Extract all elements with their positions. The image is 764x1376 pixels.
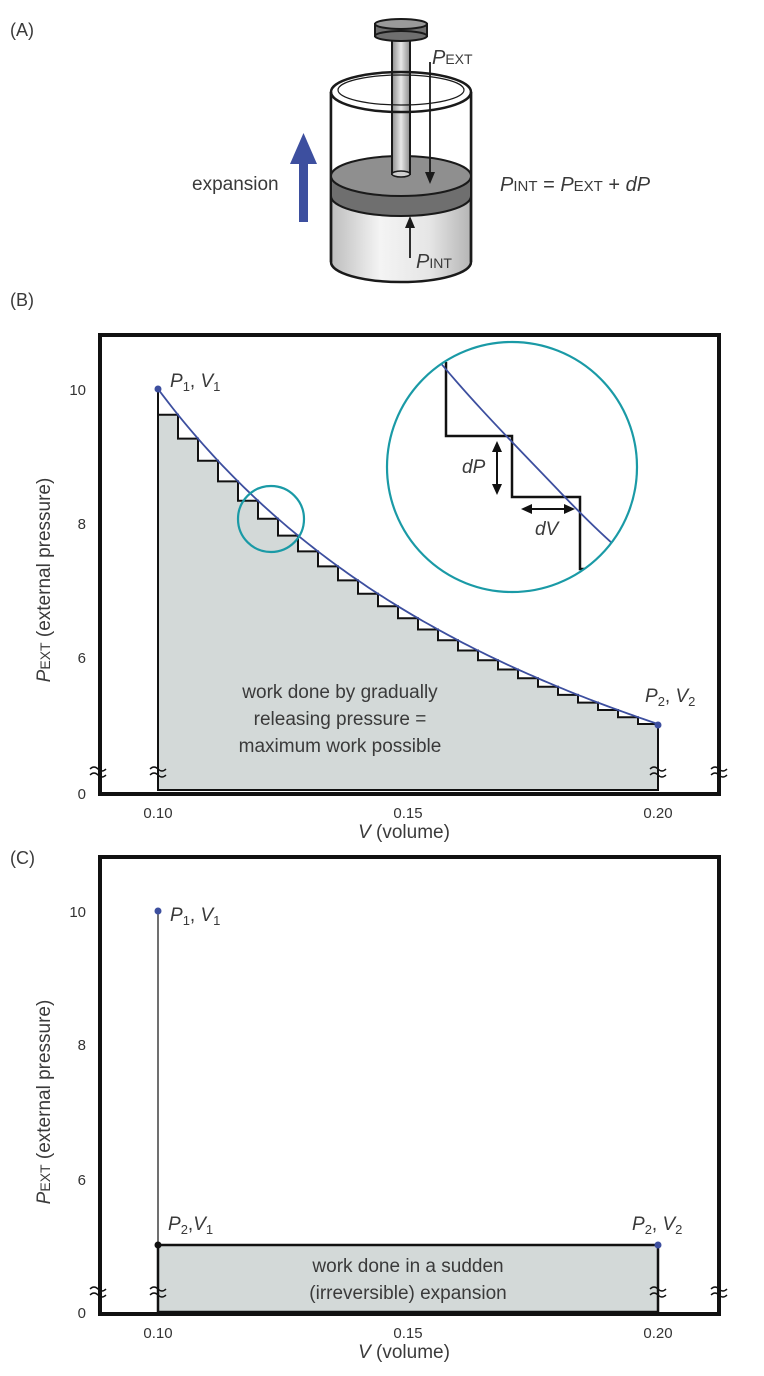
inset-steps bbox=[444, 362, 637, 571]
expansion-arrow-icon bbox=[290, 133, 317, 222]
work-text-c-line2: (irreversible) expansion bbox=[309, 1283, 506, 1304]
piston-cylinder-illustration bbox=[329, 18, 473, 284]
b-ytick-8: 8 bbox=[78, 516, 86, 533]
work-text-b-line3: maximum work possible bbox=[239, 736, 442, 757]
inset-curve bbox=[429, 349, 637, 592]
inset-dp-label: dP bbox=[462, 457, 486, 478]
pint-label: PINT bbox=[416, 251, 452, 273]
panel-b-label: (B) bbox=[10, 290, 34, 310]
b-xlabel: V (volume) bbox=[358, 822, 450, 843]
c-ytick-10: 10 bbox=[69, 904, 86, 921]
work-area-sudden bbox=[156, 1243, 660, 1314]
work-text-b-line1: work done by gradually bbox=[241, 682, 438, 703]
pext-label: PEXT bbox=[432, 47, 473, 69]
c-xtick-015: 0.15 bbox=[393, 1325, 422, 1342]
point-p1-v1 bbox=[154, 385, 162, 393]
c-xtick-020: 0.20 bbox=[643, 1325, 672, 1342]
zoom-circle-small bbox=[236, 484, 306, 554]
p1-v1-label: P1, V1 bbox=[170, 371, 220, 394]
b-xtick-010: 0.10 bbox=[143, 805, 172, 822]
c-ylabel: PEXT (external pressure) bbox=[34, 1000, 55, 1205]
panel-c-label: (C) bbox=[10, 848, 35, 868]
b-axis-break-marks bbox=[89, 766, 728, 778]
work-text-b-line2: releasing pressure = bbox=[254, 709, 427, 730]
panel-c-plot bbox=[98, 855, 721, 1316]
zoom-circle-large bbox=[385, 340, 639, 594]
c-p2-v1-label: P2,V1 bbox=[168, 1214, 213, 1237]
c-p2-v2-label: P2, V2 bbox=[632, 1214, 682, 1237]
work-text-c-line1: work done in a sudden bbox=[311, 1256, 503, 1277]
c-ytick-8: 8 bbox=[78, 1037, 86, 1054]
panel-b-plot bbox=[98, 333, 721, 796]
c-xtick-010: 0.10 bbox=[143, 1325, 172, 1342]
b-ytick-6: 6 bbox=[78, 650, 86, 667]
c-axis-break-marks bbox=[89, 1286, 728, 1298]
c-xlabel: V (volume) bbox=[358, 1342, 450, 1363]
reversible-curve bbox=[157, 388, 659, 725]
point-c-p1-v1 bbox=[154, 907, 162, 915]
panel-b-frame bbox=[98, 333, 721, 796]
c-ytick-0: 0 bbox=[78, 1305, 86, 1322]
b-xtick-015: 0.15 bbox=[393, 805, 422, 822]
work-area-stepped bbox=[157, 389, 659, 791]
point-c-p2-v2 bbox=[654, 1241, 662, 1249]
inset-zoom bbox=[385, 340, 639, 594]
inset-dv-label: dV bbox=[535, 519, 561, 540]
panel-c-frame bbox=[98, 855, 721, 1316]
panel-a-label: (A) bbox=[10, 20, 34, 40]
b-ytick-0: 0 bbox=[78, 786, 86, 803]
point-c-p2-v1 bbox=[154, 1241, 162, 1249]
point-p2-v2 bbox=[654, 721, 662, 729]
b-ylabel: PEXT (external pressure) bbox=[34, 478, 55, 683]
equation-label: PINT = PEXT + dP bbox=[500, 174, 651, 196]
p2-v2-label: P2, V2 bbox=[645, 686, 695, 709]
c-p1-v1-label: P1, V1 bbox=[170, 905, 220, 928]
piston-rod bbox=[391, 37, 411, 175]
b-ytick-10: 10 bbox=[69, 382, 86, 399]
b-xtick-020: 0.20 bbox=[643, 805, 672, 822]
expansion-label: expansion bbox=[192, 174, 279, 195]
c-ytick-6: 6 bbox=[78, 1172, 86, 1189]
